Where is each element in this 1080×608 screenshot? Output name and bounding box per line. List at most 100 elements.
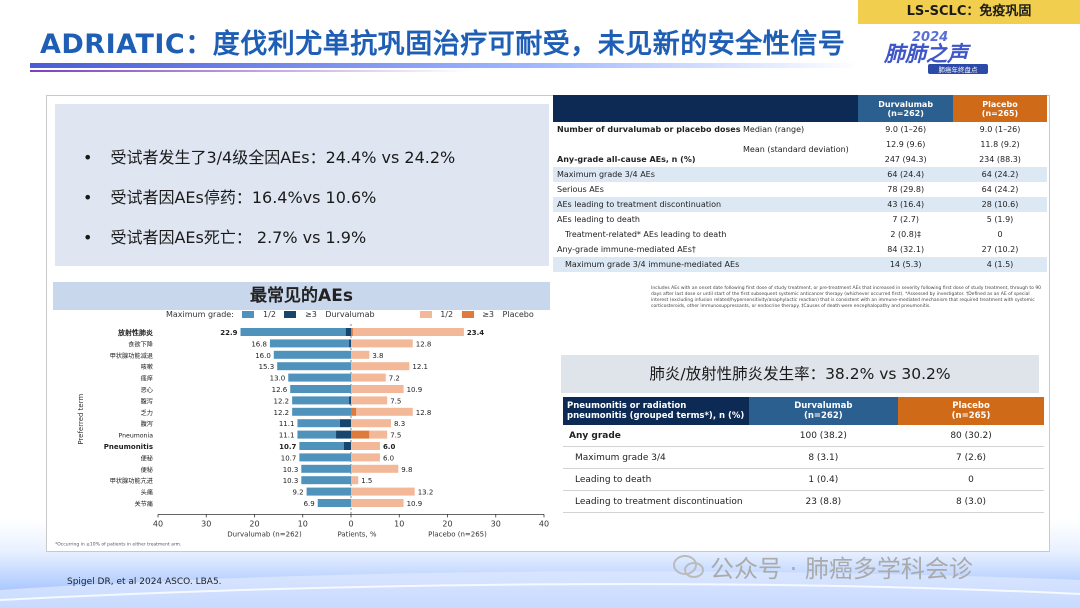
placebo-value-label: 12.8 bbox=[416, 409, 432, 417]
logo-text: 肺肺之声 bbox=[883, 42, 972, 66]
safety-table-row: Treatment-related* AEs leading to death 2… bbox=[553, 227, 1047, 242]
durva-bar-g12 bbox=[277, 362, 351, 371]
ae-butterfly-chart: 40 30 20 10 0 10 20 30 40 放射性肺炎 22.9 23.4 食欲下降 16.8 12… bbox=[55, 324, 549, 547]
chart-legend: Maximum grade: 1/2 ≥3 Durvalumab 1/2 ≥3 … bbox=[166, 310, 540, 319]
safety-value-placebo: 64 (24.2) bbox=[981, 185, 1019, 194]
placebo-value-label: 6.0 bbox=[383, 454, 394, 462]
placebo-bar-g12 bbox=[351, 476, 359, 485]
safety-value-placebo: 64 (24.2) bbox=[953, 167, 1047, 182]
durva-bar-g12 bbox=[299, 453, 351, 462]
safety-table-row: Mean (standard deviation) 12.9 (9.6) 11.8 … bbox=[553, 137, 1047, 154]
durva-value-label: 11.1 bbox=[279, 432, 295, 440]
pneumonitis-table-row: Maximum grade 3/4 8 (3.1) 7 (2.6) bbox=[563, 446, 1044, 469]
category-label: 腹泻 bbox=[141, 420, 153, 428]
safety-row-label: Number of durvalumab or placebo doses Med… bbox=[553, 122, 858, 137]
legend-swatch-durva-g12 bbox=[242, 311, 255, 318]
x-tick-label: 10 bbox=[394, 519, 404, 528]
safety-row-label: Mean (standard deviation) bbox=[553, 137, 858, 154]
durva-value-label: 16.8 bbox=[251, 340, 267, 348]
category-label: 甲状腺功能减退 bbox=[110, 352, 153, 360]
slide-title: ADRIATIC：度伐利尤单抗巩固治疗可耐受，未见新的安全性信号 bbox=[40, 29, 846, 60]
legend-placebo-g12: 1/2 bbox=[440, 310, 454, 319]
safety-value-placebo: 4 (1.5) bbox=[953, 257, 1047, 272]
safety-row-label: Serious AEs bbox=[553, 182, 858, 197]
right-axis-label: Placebo (n=265) bbox=[428, 530, 487, 538]
conference-logo: 2024 肺肺之声 肺癌年终盘点 bbox=[883, 30, 988, 74]
legend-swatch-durva-g3 bbox=[284, 311, 297, 318]
x-tick-label: 40 bbox=[539, 519, 549, 528]
pneumonitis-col-durva: Durvalumab (n=262) bbox=[748, 397, 899, 425]
placebo-bar-g12 bbox=[351, 453, 380, 462]
watermark-text: 公众号 · 肺癌多学科会诊 bbox=[710, 555, 973, 583]
durva-bar-g12 bbox=[299, 442, 344, 450]
durva-value-label: 6.9 bbox=[304, 500, 315, 508]
placebo-bar-g12 bbox=[351, 499, 404, 507]
placebo-value-label: 7.5 bbox=[390, 397, 401, 405]
durva-bar-g12 bbox=[301, 476, 351, 485]
summary-bullet: 受试者因AEs停药：16.4%vs 10.6% bbox=[83, 184, 549, 208]
durva-bar-g12 bbox=[297, 430, 337, 439]
safety-value-durva: 7 (2.7) bbox=[892, 215, 919, 224]
safety-row-label-text: AEs leading to treatment discontinuation bbox=[557, 200, 722, 209]
placebo-value-label: 7.5 bbox=[390, 432, 401, 440]
placebo-bar-g12 bbox=[351, 339, 413, 348]
placebo-value-label: 6.0 bbox=[383, 443, 396, 451]
safety-table-row: AEs leading to death 7 (2.7) 5 (1.9) bbox=[553, 212, 1047, 227]
pneumonitis-value-placebo: 7 (2.6) bbox=[898, 446, 1044, 469]
chart-footnote: *Occurring in ≥10% of patients in either… bbox=[55, 541, 181, 547]
placebo-bar-g12 bbox=[351, 385, 404, 393]
placebo-bar-g12 bbox=[351, 362, 410, 371]
durva-bar-g12 bbox=[301, 464, 351, 473]
safety-row-label-text: Maximum grade 3/4 immune-mediated AEs bbox=[565, 260, 740, 269]
safety-value-placebo: 0 bbox=[997, 230, 1003, 239]
placebo-bar-g12 bbox=[351, 350, 370, 359]
placebo-bar-g12 bbox=[351, 419, 392, 428]
x-tick-label: 30 bbox=[201, 519, 211, 528]
durva-bar-g12 bbox=[292, 407, 351, 416]
durva-value-label: 22.9 bbox=[220, 329, 237, 337]
category-label: 放射性肺炎 bbox=[117, 328, 153, 337]
safety-value-placebo: 11.8 (9.2) bbox=[980, 140, 1020, 149]
durva-value-label: 10.3 bbox=[283, 477, 299, 485]
summary-box: 受试者发生了3/4级全因AEs：24.4% vs 24.2% 受试者因AEs停药… bbox=[55, 104, 549, 266]
safety-row-label: Maximum grade 3/4 AEs bbox=[553, 167, 859, 182]
y-axis-label: Preferred term bbox=[77, 394, 85, 445]
category-label: 头痛 bbox=[141, 489, 153, 497]
category-label: Pneumonitis bbox=[104, 443, 153, 451]
placebo-bar-g12 bbox=[351, 396, 388, 405]
placebo-value-label: 12.1 bbox=[412, 363, 428, 371]
placebo-value-label: 3.8 bbox=[372, 352, 383, 360]
durva-bar-g12 bbox=[240, 328, 346, 336]
safety-row-label: Any-grade all-cause AEs, n (%) bbox=[553, 152, 858, 167]
safety-row-label-text: AEs leading to death bbox=[557, 215, 640, 224]
pneumonitis-value-placebo: 0 bbox=[898, 468, 1044, 491]
category-label: 恶心 bbox=[141, 387, 153, 394]
title-underline bbox=[30, 63, 860, 68]
safety-row-label: Any-grade immune-mediated AEs† bbox=[553, 242, 858, 257]
safety-value-durva: 64 (24.4) bbox=[858, 167, 954, 182]
safety-value-placebo: 234 (88.3) bbox=[979, 155, 1021, 164]
durva-value-label: 12.2 bbox=[274, 397, 290, 405]
pneumonitis-value-durva: 23 (8.8) bbox=[748, 490, 899, 513]
top-bar bbox=[0, 0, 1080, 18]
safety-row-sublabel: Mean (standard deviation) bbox=[743, 144, 849, 154]
durva-bar-g12 bbox=[273, 350, 351, 359]
x-tick-label: 20 bbox=[442, 519, 452, 528]
category-label: 乏力 bbox=[141, 409, 153, 417]
safety-table-footnote: Includes AEs with an onset date followin… bbox=[651, 286, 1042, 309]
safety-row-label-text: Number of durvalumab or placebo doses bbox=[557, 125, 741, 134]
placebo-bar-g3 bbox=[351, 430, 370, 439]
placebo-value-label: 23.4 bbox=[467, 329, 484, 337]
safety-value-durva: 12.9 (9.6) bbox=[886, 140, 926, 149]
pneumonitis-title: 肺炎/放射性肺炎发生率：38.2% vs 30.2% bbox=[561, 355, 1039, 393]
x-tick-label: 0 bbox=[348, 519, 353, 528]
safety-table-row: AEs leading to treatment discontinuation… bbox=[553, 197, 1047, 212]
category-label: 甲状腺功能亢进 bbox=[110, 477, 153, 485]
durva-value-label: 10.7 bbox=[279, 443, 296, 451]
footer-wave bbox=[0, 571, 1080, 608]
summary-bullet: 受试者因AEs死亡： 2.7% vs 1.9% bbox=[83, 224, 549, 248]
reference-citation: Spigel DR, et al 2024 ASCO. LBA5. bbox=[67, 577, 222, 587]
legend-durva-g12: 1/2 bbox=[263, 310, 276, 319]
durva-value-label: 12.6 bbox=[272, 386, 288, 394]
pneumonitis-value-durva: 100 (38.2) bbox=[748, 425, 899, 447]
